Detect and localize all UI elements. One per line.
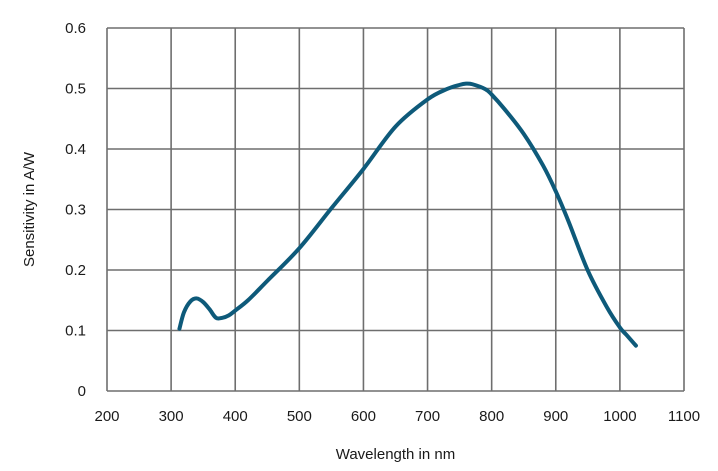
y-tick-label: 0.5 — [65, 81, 86, 98]
y-tick-label: 0.2 — [65, 262, 86, 279]
x-tick-label: 800 — [479, 408, 504, 425]
x-tick-label: 700 — [415, 408, 440, 425]
x-tick-label: 200 — [94, 408, 119, 425]
y-tick-label: 0.1 — [65, 323, 86, 340]
y-tick-label: 0 — [78, 383, 86, 400]
x-tick-label: 1100 — [668, 408, 700, 425]
y-axis-title: Sensitivity in A/W — [21, 151, 38, 267]
x-tick-label: 1000 — [603, 408, 636, 425]
x-tick-label: 600 — [351, 408, 376, 425]
series-layer — [177, 81, 638, 348]
x-tick-label: 500 — [287, 408, 312, 425]
y-axis-tick-labels: 0 0.1 0.2 0.3 0.4 0.5 0.6 — [65, 20, 86, 400]
x-tick-label: 400 — [223, 408, 248, 425]
series-line — [177, 81, 638, 348]
grid — [106, 27, 685, 392]
x-tick-label: 900 — [543, 408, 568, 425]
x-axis-title: Wavelength in nm — [336, 446, 456, 463]
y-tick-label: 0.3 — [65, 202, 86, 219]
y-tick-label: 0.4 — [65, 141, 86, 158]
x-tick-label: 300 — [159, 408, 184, 425]
x-axis-tick-labels: 200 300 400 500 600 700 800 900 1000 1100 — [94, 408, 700, 425]
y-tick-label: 0.6 — [65, 20, 86, 37]
